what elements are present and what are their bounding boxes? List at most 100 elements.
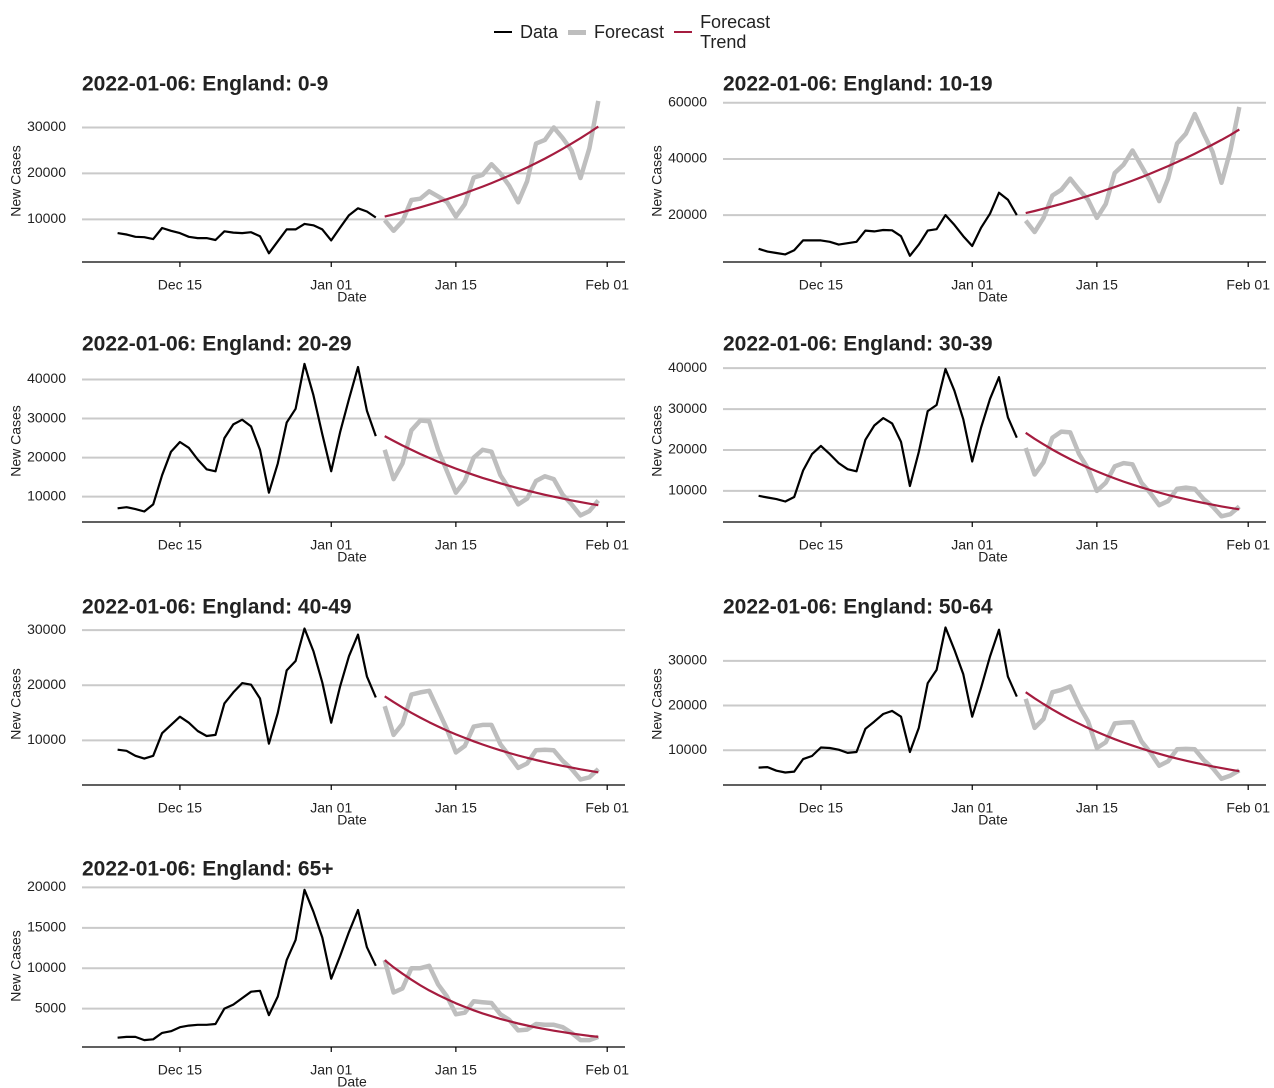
y-axis-label: New Cases — [8, 930, 24, 1002]
legend-item: Data — [494, 22, 558, 43]
series-line — [758, 626, 1018, 774]
panel-title: 2022-01-06: England: 0-9 — [82, 73, 328, 96]
x-tick-label: Dec 15 — [158, 1062, 203, 1078]
x-tick-label: Feb 01 — [585, 277, 629, 293]
x-tick-label: Jan 15 — [1076, 277, 1118, 293]
y-tick-label: 40000 — [668, 359, 707, 375]
x-axis-label: Date — [337, 1074, 367, 1088]
x-tick-label: Jan 01 — [310, 800, 352, 816]
legend-swatch — [674, 31, 693, 33]
series-line — [382, 100, 601, 234]
x-axis-label: Date — [978, 812, 1008, 828]
series-line — [1025, 691, 1240, 773]
x-axis-label: Date — [337, 812, 367, 828]
y-axis-label: New Cases — [8, 668, 24, 740]
series-line — [1023, 429, 1241, 519]
x-axis-label: Date — [337, 549, 367, 565]
x-tick-label: Jan 15 — [435, 800, 477, 816]
y-tick-label: 20000 — [27, 676, 66, 692]
y-tick-label: 20000 — [27, 164, 66, 180]
series-line — [384, 695, 599, 774]
x-tick-label: Jan 01 — [310, 277, 352, 293]
x-tick-label: Dec 15 — [799, 800, 844, 816]
series-line — [117, 362, 377, 513]
y-axis-label: New Cases — [649, 405, 665, 477]
legend-item: Forecast Trend — [674, 12, 780, 52]
y-tick-label: 10000 — [27, 487, 66, 503]
series-line — [384, 959, 599, 1038]
panel-title: 2022-01-06: England: 30-39 — [723, 333, 993, 356]
x-axis-label: Date — [978, 549, 1008, 565]
y-axis-label: New Cases — [649, 668, 665, 740]
x-tick-label: Jan 01 — [951, 800, 993, 816]
y-tick-label: 30000 — [27, 118, 66, 134]
x-tick-label: Jan 01 — [310, 1062, 352, 1078]
y-tick-label: 30000 — [668, 652, 707, 668]
x-tick-label: Dec 15 — [799, 537, 844, 553]
x-axis-label: Date — [337, 289, 367, 305]
legend-label: Forecast — [594, 21, 665, 42]
panel-title: 2022-01-06: England: 10-19 — [723, 73, 993, 96]
y-axis-label: New Cases — [8, 405, 24, 477]
y-tick-label: 10000 — [27, 959, 66, 975]
y-tick-label: 20000 — [668, 696, 707, 712]
x-tick-label: Dec 15 — [158, 277, 203, 293]
series-line — [1023, 106, 1242, 235]
legend: Data Forecast Forecast Trend — [494, 12, 790, 52]
x-tick-label: Feb 01 — [585, 537, 629, 553]
x-tick-label: Jan 15 — [1076, 800, 1118, 816]
y-tick-label: 5000 — [35, 999, 66, 1015]
y-tick-label: 15000 — [27, 919, 66, 935]
y-axis-label: New Cases — [8, 145, 24, 217]
x-tick-label: Feb 01 — [1226, 800, 1270, 816]
y-axis-label: New Cases — [649, 145, 665, 217]
x-tick-label: Dec 15 — [799, 277, 844, 293]
y-tick-label: 10000 — [27, 731, 66, 747]
x-tick-label: Feb 01 — [585, 800, 629, 816]
panel-title: 2022-01-06: England: 40-49 — [82, 596, 352, 619]
series-line — [758, 367, 1018, 503]
series-line — [382, 418, 601, 518]
series-line — [1025, 431, 1240, 511]
y-tick-label: 10000 — [668, 741, 707, 757]
y-tick-label: 30000 — [668, 400, 707, 416]
y-tick-label: 10000 — [27, 210, 66, 226]
x-tick-label: Jan 15 — [435, 277, 477, 293]
y-tick-label: 40000 — [668, 150, 707, 166]
legend-label: Data — [520, 21, 559, 42]
series-line — [117, 888, 377, 1042]
series-line — [1025, 128, 1240, 215]
series-line — [758, 191, 1018, 257]
series-line — [382, 688, 600, 782]
legend-swatch — [568, 29, 587, 35]
legend-label: Forecast Trend — [700, 12, 771, 52]
x-tick-label: Jan 15 — [435, 1062, 477, 1078]
series-line — [117, 207, 377, 255]
legend-swatch — [494, 31, 512, 33]
x-tick-label: Jan 15 — [1076, 537, 1118, 553]
y-tick-label: 20000 — [668, 441, 707, 457]
series-line — [382, 959, 600, 1043]
panel-title: 2022-01-06: England: 65+ — [82, 858, 334, 881]
x-tick-label: Jan 01 — [310, 537, 352, 553]
series-line — [384, 125, 599, 218]
legend-item: Forecast — [568, 22, 664, 43]
y-tick-label: 40000 — [27, 370, 66, 386]
x-tick-label: Jan 15 — [435, 537, 477, 553]
panel-title: 2022-01-06: England: 50-64 — [723, 596, 993, 619]
x-tick-label: Feb 01 — [1226, 277, 1270, 293]
x-tick-label: Jan 01 — [951, 537, 993, 553]
y-tick-label: 10000 — [668, 482, 707, 498]
y-tick-label: 20000 — [27, 878, 66, 894]
x-tick-label: Dec 15 — [158, 537, 203, 553]
y-tick-label: 30000 — [27, 409, 66, 425]
series-line — [117, 627, 377, 760]
y-tick-label: 20000 — [668, 206, 707, 222]
x-tick-label: Feb 01 — [1226, 537, 1270, 553]
y-tick-label: 60000 — [668, 94, 707, 110]
x-tick-label: Jan 01 — [951, 277, 993, 293]
x-tick-label: Dec 15 — [158, 800, 203, 816]
y-tick-label: 30000 — [27, 621, 66, 637]
